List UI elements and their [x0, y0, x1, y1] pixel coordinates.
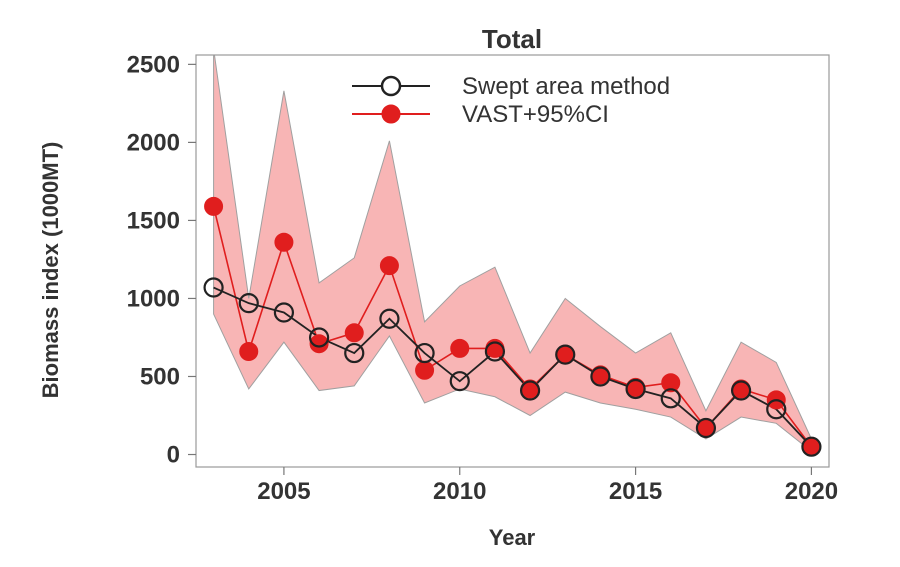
swept-point	[555, 344, 576, 365]
vast-point	[239, 342, 259, 362]
swept-point	[590, 366, 611, 387]
y-tick-label: 1000	[127, 285, 180, 312]
swept-point	[801, 436, 822, 457]
y-tick-label: 2000	[127, 129, 180, 156]
legend: Swept area method VAST+95%CI	[352, 73, 670, 128]
swept-point	[519, 380, 541, 401]
plot-frame	[195, 54, 830, 468]
y-tick-label: 2500	[127, 51, 180, 78]
swept-point	[449, 371, 470, 392]
legend-vast-label: VAST+95%CI	[462, 101, 609, 128]
vast-point	[204, 196, 224, 216]
y-tick-label: 0	[167, 442, 180, 469]
legend-vast-marker	[381, 104, 401, 124]
swept-point	[273, 302, 295, 323]
vast-point	[344, 323, 364, 343]
vast-point	[661, 373, 681, 393]
vast-point	[309, 334, 329, 354]
plot-area	[203, 55, 822, 457]
x-tick-label: 2015	[609, 478, 662, 505]
legend-swept-marker	[380, 75, 402, 97]
chart-title: Total	[482, 24, 542, 54]
y-tick-label: 1500	[127, 207, 180, 234]
x-tick-label: 2005	[257, 478, 310, 505]
swept-point	[730, 380, 752, 401]
swept-point	[695, 417, 717, 439]
x-tick-label: 2020	[785, 478, 838, 505]
swept-point	[484, 341, 506, 362]
x-tick-label: 2010	[433, 478, 486, 505]
x-axis-title: Year	[489, 525, 536, 550]
swept-point	[625, 378, 646, 400]
swept-point	[238, 293, 259, 314]
vast-point	[379, 256, 399, 276]
legend-swept-label: Swept area method	[462, 73, 670, 100]
swept-point	[379, 308, 400, 329]
vast-point	[450, 338, 470, 358]
axes: 0 500 1000 1500 2000 2500 2005 2010 2015 2020	[127, 51, 839, 505]
swept-point	[344, 342, 365, 364]
swept-point	[766, 399, 787, 420]
swept-point	[660, 388, 681, 409]
swept-point	[308, 327, 330, 348]
vast-point	[415, 360, 435, 380]
vast-point	[274, 232, 294, 252]
y-tick-label: 500	[140, 363, 180, 390]
swept-point	[203, 277, 224, 298]
swept-point	[414, 342, 435, 364]
y-axis-title: Biomass index (1000MT)	[38, 142, 63, 399]
